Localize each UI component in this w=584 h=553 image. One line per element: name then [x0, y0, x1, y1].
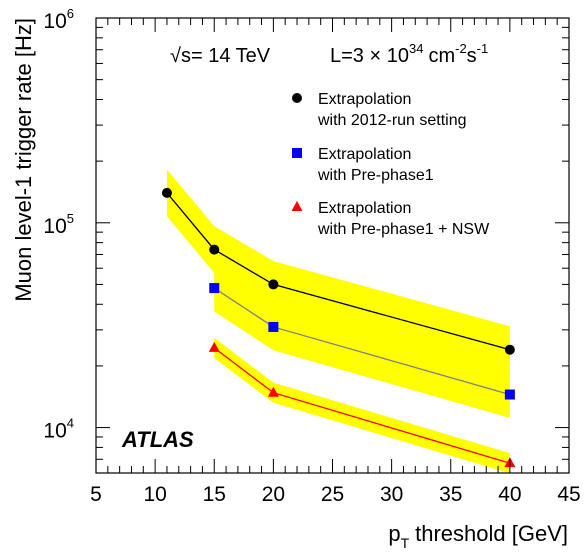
data-point	[268, 321, 279, 332]
x-tick-label: 20	[262, 483, 285, 506]
x-tick-label: 35	[439, 483, 462, 506]
y-tick-exp: 4	[67, 416, 74, 431]
lumi-exp: 34	[409, 41, 423, 56]
legend-label: Extrapolation	[318, 146, 411, 163]
legend-label: Extrapolation	[318, 91, 411, 108]
lumi-unit: cm	[428, 45, 455, 67]
x-tick-label: 40	[498, 483, 521, 506]
uncertainty-bands	[166, 169, 510, 474]
y-tick-base: 10	[43, 420, 66, 443]
x-tick-labels: 5 10 15 20 25 30 35 40 45	[90, 483, 581, 506]
data-point	[208, 341, 220, 352]
sqrt-symbol: √	[170, 45, 181, 67]
x-tick-label: 10	[143, 483, 166, 506]
series-markers	[161, 187, 516, 468]
uncertainty-band	[214, 264, 510, 418]
x-tick-label: 30	[380, 483, 403, 506]
data-point	[161, 187, 172, 198]
data-point	[267, 386, 279, 397]
x-tick-label: 5	[90, 483, 102, 506]
uncertainty-band	[214, 337, 510, 474]
y-tick-label: 104	[43, 416, 74, 443]
series-line	[166, 192, 511, 351]
y-tick-exp: 6	[67, 6, 74, 21]
energy-value: s= 14 TeV	[181, 45, 271, 67]
conditions-label: √s= 14 TeV L=3 × 1034 cm-2s-1	[170, 41, 488, 67]
energy-label: √s= 14 TeV	[170, 45, 271, 67]
x-axis-text: threshold [GeV]	[415, 521, 568, 546]
x-tick-label: 15	[203, 483, 226, 506]
lumi-prefix: L=3 × 10	[330, 45, 409, 67]
lumi-unit-exp: -2	[455, 41, 467, 56]
x-tick-label: 25	[321, 483, 344, 506]
y-axis-label: Muon level-1 trigger rate [Hz]	[11, 18, 36, 302]
data-point	[209, 244, 220, 255]
lumi-unit2: s	[467, 45, 477, 67]
y-tick-label: 106	[43, 6, 74, 33]
lumi-unit2-exp: -1	[477, 41, 489, 56]
legend-marker	[292, 93, 302, 103]
data-point	[504, 389, 515, 400]
y-tick-base: 10	[43, 10, 66, 33]
legend-label: Extrapolation	[318, 200, 411, 217]
legend-label: with Pre-phase1	[317, 167, 434, 184]
y-tick-exp: 5	[67, 211, 74, 226]
y-tick-label: 105	[43, 211, 74, 238]
x-tick-label: 45	[557, 483, 580, 506]
y-tick-base: 10	[43, 215, 66, 238]
data-point	[504, 344, 515, 355]
x-axis-symbol: p	[388, 521, 400, 546]
legend-item: Extrapolation with 2012-run setting	[292, 91, 467, 129]
legend-label: with Pre-phase1 + NSW	[317, 221, 490, 238]
x-axis-label: pT threshold [GeV]	[388, 521, 568, 551]
axis-ticks	[95, 17, 570, 474]
legend-label: with 2012-run setting	[317, 112, 467, 129]
legend-marker	[291, 201, 303, 211]
legend-item: Extrapolation with Pre-phase1	[292, 146, 434, 184]
data-point	[268, 279, 279, 290]
data-point	[209, 283, 220, 294]
legend-item: Extrapolation with Pre-phase1 + NSW	[291, 200, 490, 238]
uncertainty-band	[166, 169, 510, 374]
x-axis-subscript: T	[401, 535, 410, 551]
atlas-label: ATLAS	[121, 427, 194, 452]
legend-marker	[292, 148, 302, 158]
luminosity-label: L=3 × 1034 cm-2s-1	[330, 41, 488, 67]
